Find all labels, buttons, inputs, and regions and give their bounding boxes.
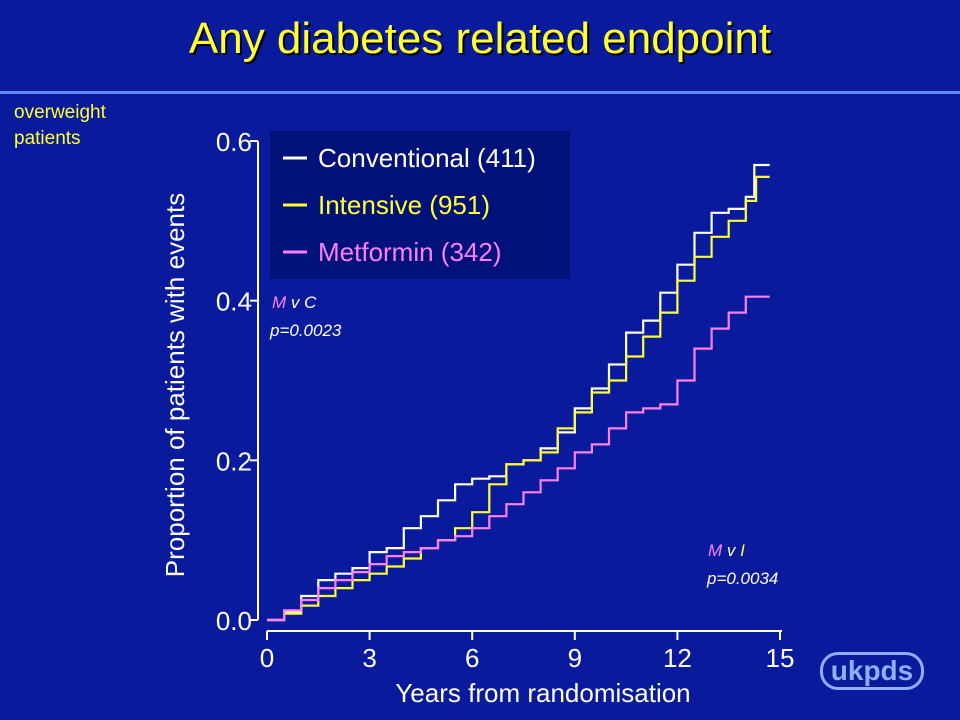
annotation-mvc-p: p=0.0023 [269,321,342,340]
x-tick-label: 6 [465,643,479,673]
subset-line-1: overweight [14,102,106,123]
annotation-m-vs-c: M v C p=0.0023 [269,293,342,340]
y-tick-label: 0.2 [216,446,252,476]
annotation-mvc-m: M [272,293,287,312]
x-axis-label: Years from randomisation [395,678,690,708]
legend-label: Conventional (411) [318,143,536,173]
x-tick-label: 12 [663,643,692,673]
series-line-2 [267,175,770,622]
annotation-mvi-v: v [722,541,740,560]
y-axis-label: Proportion of patients with events [160,193,190,577]
x-tick-label: 15 [766,643,795,673]
annotation-m-vs-i: M v I p=0.0034 [706,541,778,588]
axes: 0.0 0.2 0.4 0.6 0 3 6 9 12 15 Proportion of patien… [160,127,794,708]
annotation-mvi-other: I [740,541,745,560]
legend-label: Metformin (342) [318,237,502,267]
page-title: Any diabetes related endpoint [188,14,772,63]
ukpds-logo: ukpds [820,652,924,690]
x-tick-label: 9 [568,643,582,673]
legend-label: Intensive (951) [318,190,490,220]
title-divider [0,91,960,94]
annotation-mvc-v: v [286,293,304,312]
legend: Conventional (411) Intensive (951) Metform… [270,131,570,279]
x-tick-label: 3 [362,643,376,673]
y-tick-label: 0.0 [216,606,252,636]
svg-text:M v I: M v I [708,541,745,560]
series-line-3 [267,295,770,622]
annotation-mvi-p: p=0.0034 [706,569,778,588]
subset-line-2: patients [14,128,81,149]
series-lines [267,163,770,622]
annotation-mvc-other: C [304,293,317,312]
x-tick-label: 0 [260,643,274,673]
y-tick-label: 0.6 [216,127,252,157]
legend-box [270,131,570,279]
y-tick-label: 0.4 [216,287,252,317]
patient-subset-label: overweight patients [14,100,106,152]
svg-text:M v C: M v C [272,293,317,312]
annotation-mvi-m: M [708,541,723,560]
